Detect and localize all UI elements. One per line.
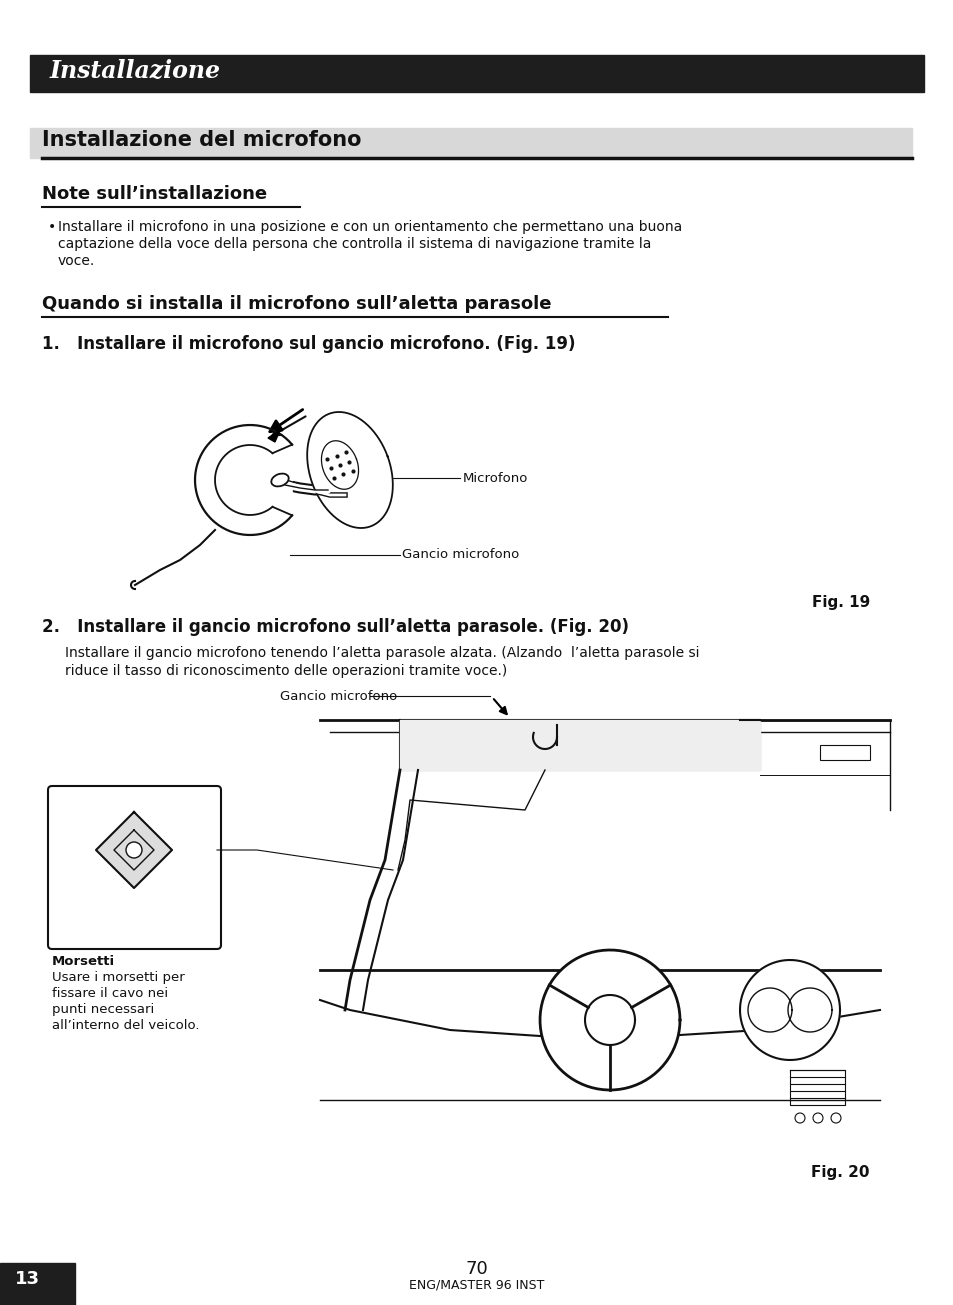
- Text: ENG/MASTER 96 INST: ENG/MASTER 96 INST: [409, 1278, 544, 1291]
- Text: fissare il cavo nei: fissare il cavo nei: [52, 987, 168, 1000]
- Polygon shape: [268, 431, 280, 442]
- Text: captazione della voce della persona che controlla il sistema di navigazione tram: captazione della voce della persona che …: [58, 238, 651, 251]
- Text: Microfono: Microfono: [462, 471, 528, 484]
- Text: Usare i morsetti per: Usare i morsetti per: [52, 971, 185, 984]
- Bar: [30, 55, 923, 91]
- Text: Fig. 20: Fig. 20: [811, 1165, 869, 1180]
- Text: Installazione: Installazione: [50, 59, 221, 84]
- Text: Quando si installa il microfono sull’aletta parasole: Quando si installa il microfono sull’ale…: [42, 295, 551, 313]
- Text: punti necessari: punti necessari: [52, 1004, 154, 1017]
- Text: Note sull’installazione: Note sull’installazione: [42, 185, 267, 204]
- Text: •: •: [48, 221, 56, 234]
- Polygon shape: [307, 412, 393, 529]
- Ellipse shape: [271, 474, 289, 487]
- Text: voce.: voce.: [58, 254, 95, 268]
- Text: Installare il gancio microfono tenendo l’aletta parasole alzata. (Alzando  l’ale: Installare il gancio microfono tenendo l…: [65, 646, 699, 660]
- Text: 13: 13: [15, 1270, 40, 1288]
- Text: Morsetti: Morsetti: [52, 955, 115, 968]
- FancyBboxPatch shape: [48, 786, 221, 949]
- Polygon shape: [399, 720, 760, 770]
- Bar: [0, 1263, 75, 1305]
- Text: Fig. 19: Fig. 19: [811, 595, 869, 609]
- Polygon shape: [96, 812, 172, 887]
- Bar: [30, 128, 911, 158]
- Polygon shape: [194, 425, 292, 535]
- Bar: [820, 745, 869, 760]
- Text: Gancio microfono: Gancio microfono: [401, 548, 518, 561]
- Text: riduce il tasso di riconoscimento delle operazioni tramite voce.): riduce il tasso di riconoscimento delle …: [65, 664, 507, 679]
- Text: Gancio microfono: Gancio microfono: [280, 690, 396, 703]
- Text: 1.   Installare il microfono sul gancio microfono. (Fig. 19): 1. Installare il microfono sul gancio mi…: [42, 335, 575, 352]
- Text: Installare il microfono in una posizione e con un orientamento che permettano un: Installare il microfono in una posizione…: [58, 221, 681, 234]
- Text: 2.   Installare il gancio microfono sull’aletta parasole. (Fig. 20): 2. Installare il gancio microfono sull’a…: [42, 619, 628, 636]
- Polygon shape: [740, 960, 840, 1060]
- Polygon shape: [539, 950, 679, 1090]
- Circle shape: [126, 842, 142, 857]
- Text: 70: 70: [465, 1261, 488, 1278]
- Text: Installazione del microfono: Installazione del microfono: [42, 130, 361, 150]
- Text: all’interno del veicolo.: all’interno del veicolo.: [52, 1019, 199, 1032]
